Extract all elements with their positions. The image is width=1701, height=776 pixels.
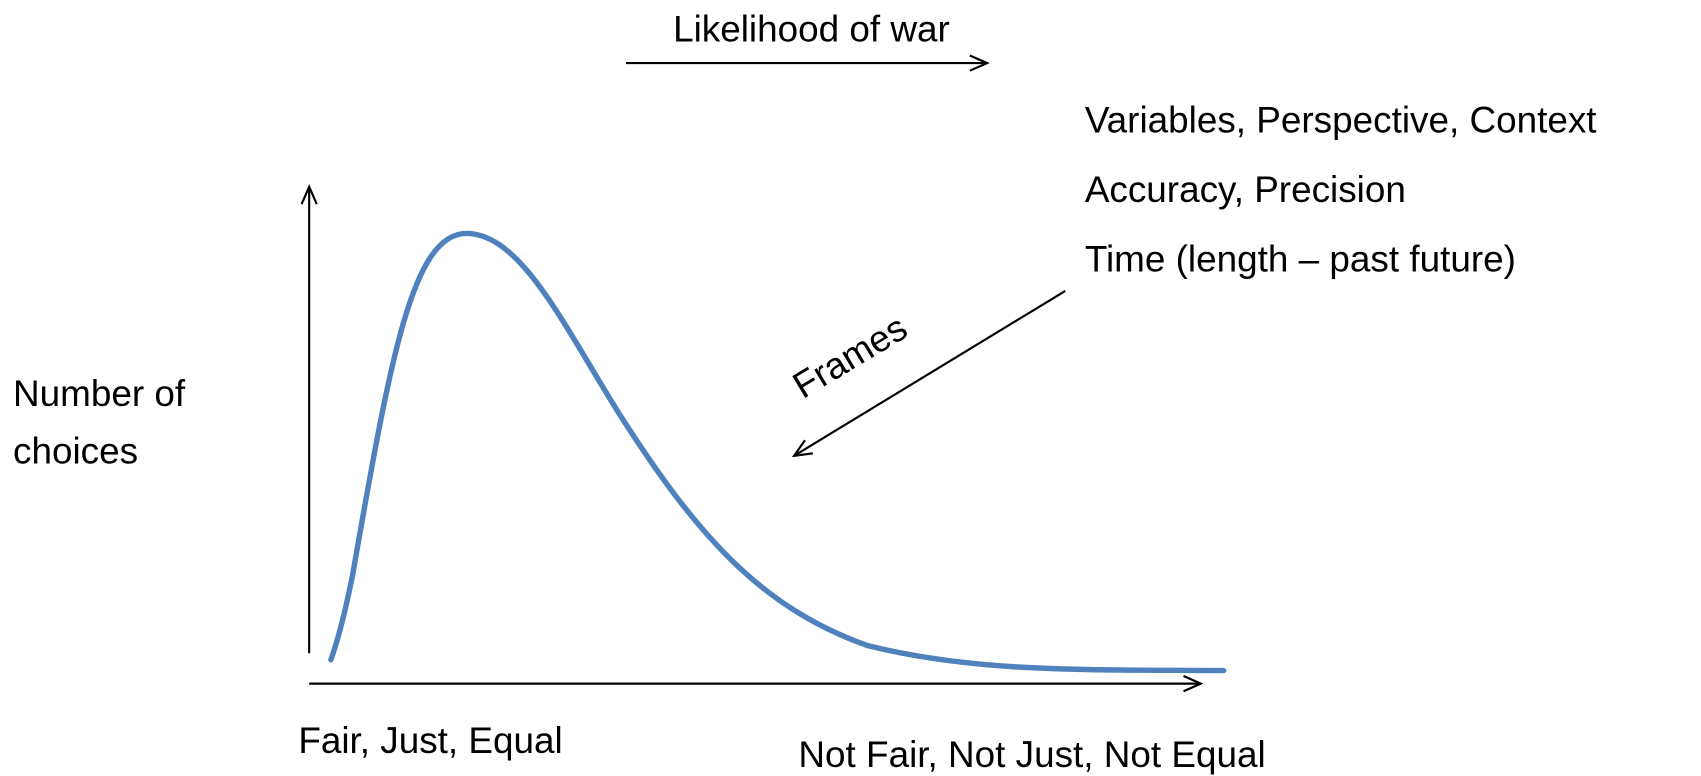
x-axis-left-label: Fair, Just, Equal xyxy=(298,720,562,761)
frames-label: Frames xyxy=(786,307,914,407)
distribution-curve xyxy=(328,230,1227,674)
y-axis-label: choices xyxy=(13,430,138,471)
top-axis-label: Likelihood of war xyxy=(673,8,950,49)
factor: Accuracy, Precision xyxy=(1085,169,1406,210)
frames-arrow xyxy=(794,289,1066,456)
x-axis-right-label: Not Fair, Not Just, Not Equal xyxy=(798,734,1265,775)
factor: Time (length – past future) xyxy=(1085,238,1516,279)
factor: Variables, Perspective, Context xyxy=(1085,100,1597,141)
y-axis-label: Number of xyxy=(13,373,186,414)
